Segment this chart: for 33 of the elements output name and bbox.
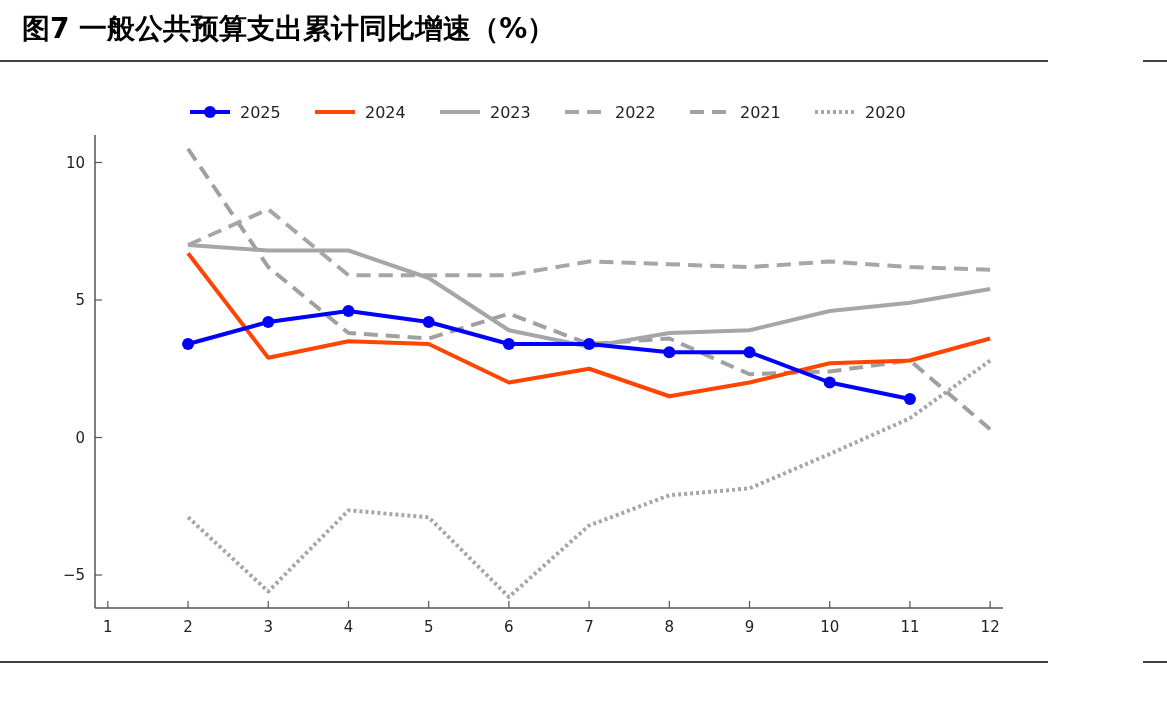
chart-title: 图7 一般公共预算支出累计同比增速（%） [22,12,556,45]
y-tick-label: 0 [75,428,85,447]
point [663,346,676,359]
point [743,346,756,359]
x-tick-label: 4 [343,618,354,636]
legend-label: 2025 [240,103,281,122]
point [422,316,435,328]
x-tick-label: 8 [664,618,675,636]
x-tick-label: 3 [263,618,274,636]
point [262,316,275,328]
point [823,376,836,389]
point [903,393,916,405]
point [342,305,355,317]
y-tick-label: 10 [65,153,85,172]
x-tick-label: 11 [900,618,920,636]
x-tick-label: 5 [423,618,434,636]
point [182,338,195,350]
x-tick-label: 12 [980,618,1000,636]
point [502,338,515,350]
x-tick-label: 2 [183,618,193,636]
x-tick-label: 1 [103,618,113,636]
x-tick-label: 6 [504,618,514,636]
legend-label: 2020 [865,103,906,122]
point [583,338,596,350]
y-tick-label: 5 [75,291,85,309]
x-tick-label: 9 [744,618,755,636]
legend-label: 2022 [615,103,656,122]
legend-label: 2021 [740,103,781,122]
legend-label: 2024 [365,103,406,122]
y-tick-label: −5 [62,566,85,584]
x-tick-label: 10 [820,618,840,636]
x-tick-label: 7 [584,618,594,636]
legend-label: 2023 [490,103,531,122]
